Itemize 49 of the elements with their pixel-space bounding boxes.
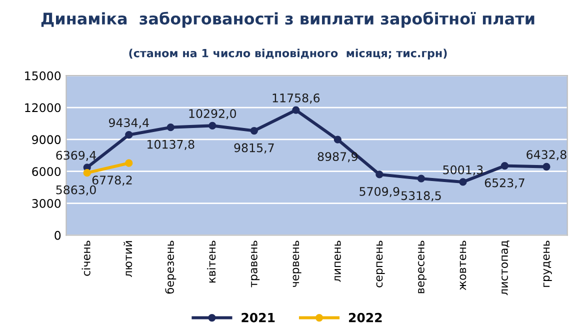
y-tick-label: 3000 bbox=[32, 199, 61, 208]
point bbox=[417, 174, 426, 182]
data-label: 6523,7 bbox=[484, 178, 524, 188]
data-label: 6369,4 bbox=[56, 150, 96, 161]
point bbox=[208, 122, 216, 130]
x-tick-label: липень bbox=[334, 240, 341, 282]
x-tick-label: січень bbox=[82, 240, 90, 276]
data-label: 10137,8 bbox=[148, 140, 194, 150]
y-tick-label: 15000 bbox=[25, 71, 61, 80]
y-tick-label: 9000 bbox=[32, 135, 61, 144]
y-tick-label: 0 bbox=[54, 230, 61, 240]
chart-subtitle: (станом на 1 число відповідного місяця; тис.грн) bbox=[129, 48, 447, 60]
point bbox=[500, 162, 509, 170]
data-label: 5863,0 bbox=[56, 185, 96, 196]
data-label: 10292,0 bbox=[189, 109, 236, 120]
legend-label: 2021 bbox=[242, 312, 275, 322]
x-tick-label: вересень bbox=[418, 240, 427, 294]
data-label: 6432,8 bbox=[526, 150, 566, 160]
point bbox=[542, 162, 550, 171]
data-label: 9434,4 bbox=[108, 118, 149, 128]
y-tick-label: 6000 bbox=[32, 167, 61, 176]
data-label: 6778,2 bbox=[92, 176, 132, 186]
x-tick-label: лютий bbox=[124, 241, 132, 278]
chart-title: Динаміка заборгованості з виплати заробітної плати bbox=[41, 12, 534, 28]
x-tick-label: червень bbox=[292, 240, 302, 287]
data-label: 5709,9 bbox=[360, 187, 400, 198]
point bbox=[125, 159, 133, 167]
data-label: 8987,9 bbox=[318, 152, 358, 162]
x-tick-label: жовтень bbox=[460, 240, 466, 290]
point bbox=[83, 169, 91, 177]
data-label: 5318,5 bbox=[401, 191, 441, 202]
point bbox=[250, 126, 258, 135]
x-tick-label: серпень bbox=[376, 240, 385, 288]
point bbox=[166, 124, 174, 132]
x-tick-label: травень bbox=[251, 240, 260, 288]
data-label: 9815,7 bbox=[234, 143, 274, 154]
point bbox=[292, 106, 300, 114]
data-label: 5001,3 bbox=[443, 165, 483, 176]
point bbox=[459, 178, 467, 186]
x-tick-label: березень bbox=[165, 240, 176, 294]
point bbox=[334, 136, 342, 144]
x-tick-label: листопад bbox=[502, 240, 510, 296]
legend-label: 2022 bbox=[348, 312, 382, 322]
point bbox=[376, 170, 384, 178]
x-tick-label: квітень bbox=[207, 240, 216, 283]
data-label: 11758,6 bbox=[272, 93, 320, 104]
y-tick-label: 12000 bbox=[25, 103, 61, 112]
point bbox=[125, 131, 133, 139]
x-tick-label: грудень bbox=[543, 240, 552, 287]
